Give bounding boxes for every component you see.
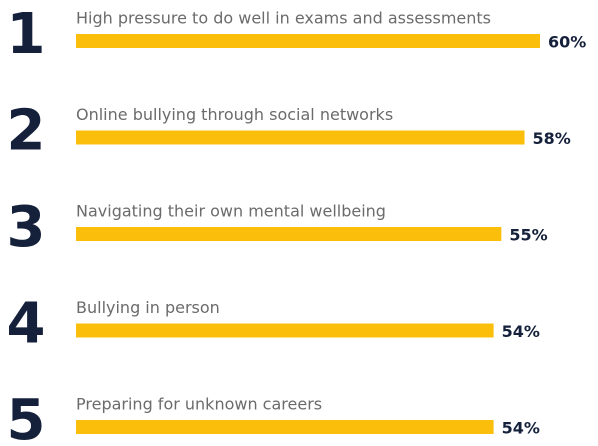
rank-number: 3 <box>7 195 46 260</box>
bar <box>76 130 525 145</box>
rank-number: 4 <box>7 292 46 357</box>
bar <box>76 227 502 241</box>
bar <box>76 323 494 338</box>
value-label: 60% <box>548 33 586 52</box>
value-label: 58% <box>533 129 571 148</box>
bar <box>76 34 540 48</box>
category-label: Online bullying through social networks <box>76 105 393 124</box>
value-label: 55% <box>509 226 547 245</box>
value-label: 54% <box>502 419 540 438</box>
category-label: Bullying in person <box>76 298 220 317</box>
rank-number: 1 <box>7 2 46 67</box>
value-label: 54% <box>502 322 540 341</box>
category-label: Preparing for unknown careers <box>76 395 322 414</box>
bar <box>76 420 494 434</box>
category-label: Navigating their own mental wellbeing <box>76 202 386 221</box>
category-label: High pressure to do well in exams and as… <box>76 9 491 28</box>
rank-number: 2 <box>7 99 46 164</box>
rank-number: 5 <box>7 388 46 446</box>
